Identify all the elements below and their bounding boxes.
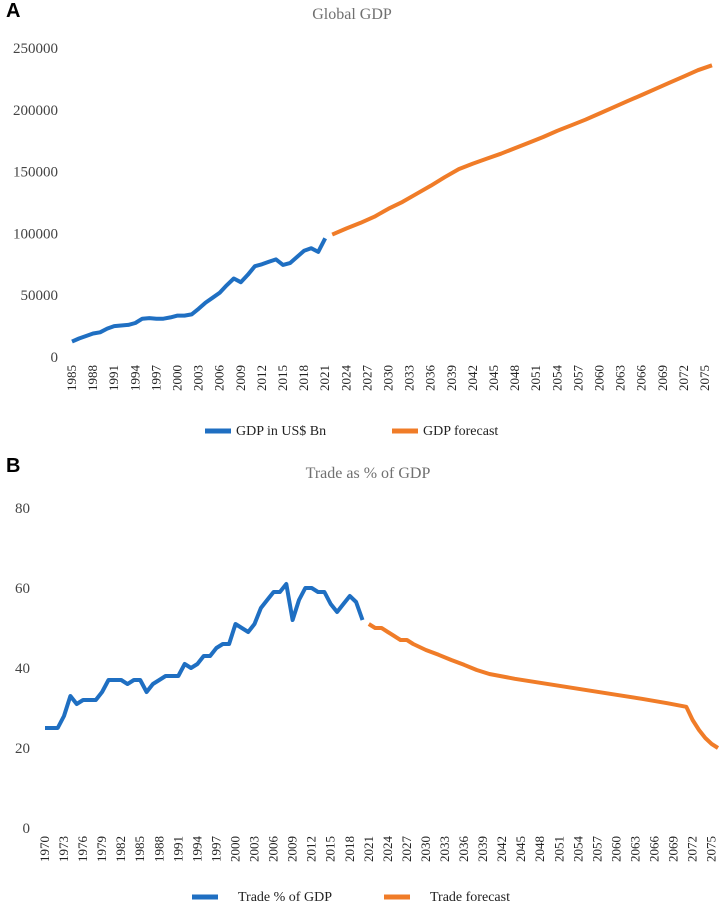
y-tick-label: 100000 (13, 226, 58, 242)
x-tick-label: 2057 (589, 836, 604, 863)
x-tick-label: 2045 (486, 365, 501, 391)
x-tick-label: 2036 (423, 365, 438, 392)
x-tick-label: 2012 (254, 365, 269, 391)
series-line-actual (71, 237, 327, 344)
x-tick-label: 2030 (380, 365, 395, 391)
x-tick-label: 2006 (212, 365, 227, 392)
y-tick-label: 150000 (13, 165, 58, 181)
x-tick-label: 2021 (361, 836, 376, 862)
x-tick-label: 2072 (685, 836, 700, 862)
x-tick-label: 2075 (697, 365, 712, 391)
x-tick-label: 2054 (570, 836, 585, 863)
x-tick-label: 2069 (655, 365, 670, 391)
y-tick-label: 0 (23, 821, 31, 837)
x-tick-label: 2075 (704, 836, 719, 862)
x-tick-label: 2042 (465, 365, 480, 391)
x-tick-label: 2015 (323, 836, 338, 862)
panel-label-b: B (6, 455, 21, 477)
x-tick-label: 2015 (275, 365, 290, 391)
x-tick-label: 1976 (75, 836, 90, 863)
y-tick-label: 20 (15, 741, 30, 757)
x-tick-label: 2051 (528, 365, 543, 391)
y-tick-label: 60 (15, 581, 30, 597)
x-tick-label: 2009 (285, 836, 300, 862)
chart-title: Trade as % of GDP (306, 465, 431, 482)
x-tick-label: 2027 (359, 365, 374, 392)
x-tick-label: 2066 (647, 836, 662, 863)
y-tick-label: 0 (51, 350, 59, 366)
x-tick-label: 2048 (507, 365, 522, 391)
x-tick-label: 2018 (342, 836, 357, 862)
x-tick-label: 1979 (94, 836, 109, 862)
x-tick-label: 2051 (551, 836, 566, 862)
x-tick-label: 2024 (338, 365, 353, 392)
x-tick-label: 1970 (37, 836, 52, 862)
x-tick-label: 2018 (296, 365, 311, 391)
x-tick-label: 2024 (380, 836, 395, 863)
x-tick-label: 2069 (666, 836, 681, 862)
x-tick-label: 1997 (148, 365, 163, 392)
x-tick-label: 2012 (304, 836, 319, 862)
y-tick-label: 250000 (13, 41, 58, 57)
x-tick-label: 1994 (189, 836, 204, 863)
x-tick-label: 2006 (266, 836, 281, 863)
x-tick-label: 2045 (513, 836, 528, 862)
x-tick-label: 2063 (627, 836, 642, 862)
x-tick-label: 2033 (437, 836, 452, 862)
chart-global-gdp: Global GDP 0 50000 100000 150000 200000 250000… (13, 6, 713, 439)
y-tick-label: 200000 (13, 103, 58, 119)
x-tick-label: 2021 (317, 365, 332, 391)
legend-label: GDP forecast (423, 424, 498, 439)
x-tick-label: 1994 (127, 365, 142, 392)
x-tick-label: 2039 (475, 836, 490, 862)
x-tick-label: 2009 (233, 365, 248, 391)
x-tick-label: 1991 (106, 365, 121, 391)
x-tick-label: 2054 (549, 365, 564, 392)
series-line-forecast (367, 622, 720, 750)
x-tick-label: 2039 (444, 365, 459, 391)
x-tick-label: 2060 (608, 836, 623, 862)
x-tick-label: 2048 (532, 836, 547, 862)
y-tick-label: 50000 (21, 288, 59, 304)
x-tick-label: 2036 (456, 836, 471, 863)
legend-label: GDP in US$ Bn (236, 424, 326, 439)
x-tick-label: 2072 (676, 365, 691, 391)
chart-title: Global GDP (312, 6, 392, 23)
x-tick-label: 1973 (56, 836, 71, 862)
legend-label: Trade % of GDP (238, 890, 332, 905)
x-tick-label: 2060 (591, 365, 606, 391)
x-tick-label: 2057 (570, 365, 585, 392)
series-line-actual (45, 582, 365, 730)
x-tick-label: 2003 (247, 836, 262, 862)
x-tick-label: 1985 (64, 365, 79, 391)
y-tick-label: 40 (15, 661, 30, 677)
panel-label-a: A (6, 0, 21, 22)
x-tick-label: 1988 (85, 365, 100, 391)
x-tick-label: 1985 (132, 836, 147, 862)
x-tick-label: 1982 (113, 836, 128, 862)
y-tick-label: 80 (15, 501, 30, 517)
x-tick-label: 2000 (169, 365, 184, 391)
x-tick-label: 1997 (208, 836, 223, 863)
x-tick-label: 2030 (418, 836, 433, 862)
x-tick-label: 1988 (151, 836, 166, 862)
x-tick-label: 2042 (494, 836, 509, 862)
x-tick-label: 2033 (402, 365, 417, 391)
x-tick-label: 2063 (613, 365, 628, 391)
x-tick-label: 2000 (227, 836, 242, 862)
x-tick-label: 2066 (634, 365, 649, 392)
series-line-forecast (331, 63, 713, 237)
x-tick-label: 2003 (191, 365, 206, 391)
x-tick-label: 2027 (399, 836, 414, 863)
chart-trade-pct-gdp: Trade as % of GDP 0 20 40 60 80 1970 1973 1976 19… (15, 465, 720, 905)
x-tick-label: 1991 (170, 836, 185, 862)
legend-label: Trade forecast (430, 890, 510, 905)
